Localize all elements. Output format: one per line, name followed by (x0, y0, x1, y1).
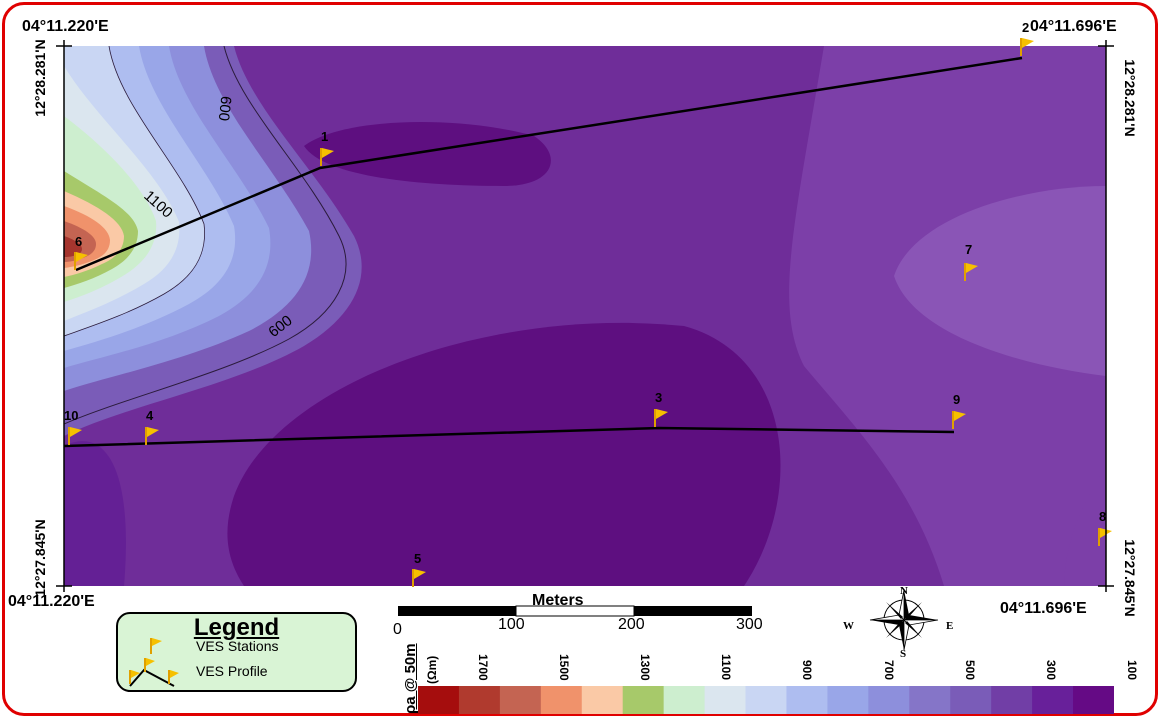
contour-lines (64, 46, 347, 425)
ves-station-6[interactable] (74, 252, 88, 270)
station-label-6: 6 (75, 234, 83, 249)
legend-item-profile: VES Profile (196, 663, 268, 679)
colorbar-swatch (745, 686, 787, 714)
colorbar-swatch (622, 686, 665, 714)
colorbar-unit: (Ωm) (425, 655, 439, 684)
station-label-8: 8 (1099, 509, 1107, 524)
compass-e: E (946, 620, 954, 632)
station-label-2: 2 (1022, 20, 1030, 35)
scale-tick-200: 200 (618, 616, 645, 633)
ves-profile-line-north (75, 56, 1023, 272)
coord-right-bottom: 12°27.845'N (1122, 539, 1138, 617)
ves-station-4[interactable] (145, 427, 159, 445)
station-label-10: 10 (64, 408, 79, 423)
legend-item-stations: VES Stations (196, 638, 279, 654)
ves-station-2[interactable] (1020, 38, 1034, 56)
contour-map (64, 46, 1106, 586)
colorbar-label-100: 100 (1125, 660, 1139, 681)
ves-profile-line-south (64, 426, 955, 448)
colorbar-swatch (827, 686, 869, 714)
colorbar-swatch (909, 686, 951, 714)
colorbar-swatch (499, 686, 542, 714)
colorbar-swatch (418, 686, 460, 714)
colorbar-swatch (581, 686, 624, 714)
coord-top-right: 04°11.696'E (1030, 18, 1117, 35)
colorbar-swatch (1073, 686, 1114, 714)
colorbar-swatch (950, 686, 992, 714)
colorbar-swatch (991, 686, 1033, 714)
colorbar-label-1300: 1300 (638, 654, 652, 681)
scale-tick-100: 100 (498, 616, 525, 633)
colorbar-label-900: 900 (800, 660, 814, 681)
colorbar-label-1100: 1100 (719, 654, 733, 681)
coord-left-top: 12°28.281'N (32, 39, 48, 117)
colorbar-swatch (458, 686, 501, 714)
compass-s: S (900, 648, 907, 660)
ves-station-9[interactable] (952, 411, 966, 429)
colorbar-swatch (868, 686, 910, 714)
compass-n: N (900, 585, 908, 597)
colorbar-swatch (704, 686, 747, 714)
scale-tick-0: 0 (393, 621, 402, 638)
zone-low-north (304, 122, 551, 186)
coord-right-top: 12°28.281'N (1122, 59, 1138, 137)
ves-station-1[interactable] (320, 148, 334, 166)
scale-bar (398, 605, 752, 617)
legend-title: Legend (193, 614, 280, 641)
zone-low-south (227, 322, 781, 586)
coord-bottom-right: 04°11.696'E (1000, 600, 1087, 617)
station-label-3: 3 (655, 390, 663, 405)
anomaly-west (64, 46, 362, 436)
zone-east-high (894, 186, 1106, 376)
ves-station-7[interactable] (964, 263, 978, 281)
scale-bar-title: Meters (532, 592, 584, 609)
colorbar-label-1700: 1700 (476, 654, 490, 681)
station-label-7: 7 (965, 242, 973, 257)
colorbar-label-300: 300 (1044, 660, 1058, 681)
scale-tick-300: 300 (736, 616, 763, 633)
coord-top-left: 04°11.220'E (22, 18, 109, 35)
zone-east-edge (1064, 466, 1106, 586)
ves-station-10[interactable] (68, 427, 82, 445)
station-label-9: 9 (953, 392, 961, 407)
colorbar-title: ρa @ 50m (402, 643, 419, 714)
coord-bottom-left: 04°11.220'E (8, 593, 95, 610)
colorbar-swatch (786, 686, 828, 714)
colorbar (418, 686, 1114, 714)
compass-rose (869, 589, 939, 651)
coord-left-bottom: 12°27.845'N (32, 519, 48, 597)
ves-station-legend-icon (150, 638, 162, 654)
colorbar-swatch (540, 686, 583, 714)
station-label-1: 1 (321, 129, 329, 144)
ves-profile-legend-icon (129, 658, 179, 687)
colorbar-label-500: 500 (963, 660, 977, 681)
legend-panel: Legend VES Stations VES Profile (116, 612, 357, 692)
station-label-5: 5 (414, 551, 422, 566)
colorbar-swatch (663, 686, 706, 714)
colorbar-label-1500: 1500 (557, 654, 571, 681)
ves-station-3[interactable] (654, 409, 668, 427)
colorbar-swatch (1032, 686, 1074, 714)
ves-station-5[interactable] (412, 569, 426, 587)
station-label-4: 4 (146, 408, 154, 423)
compass-w: W (843, 620, 854, 632)
colorbar-label-700: 700 (882, 660, 896, 681)
zone-sw (64, 441, 126, 586)
